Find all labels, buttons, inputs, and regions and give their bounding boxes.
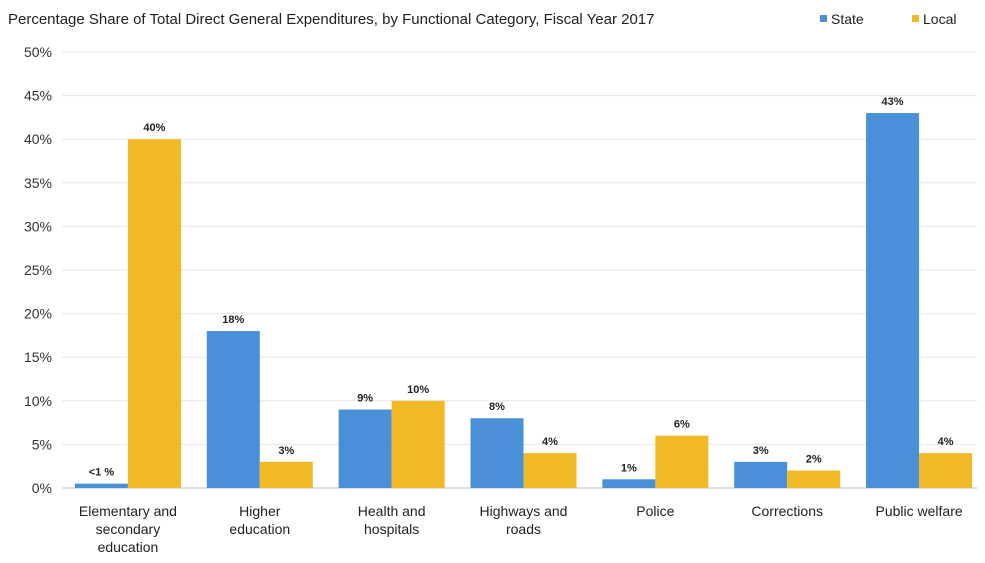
- data-label: 8%: [489, 401, 505, 413]
- legend-label-local: Local: [923, 11, 956, 27]
- y-tick-label: 25%: [24, 262, 52, 278]
- x-tick-label: hospitals: [364, 521, 419, 537]
- data-label: 6%: [674, 419, 690, 431]
- bar-local: [259, 461, 313, 488]
- x-tick-label: roads: [506, 521, 541, 537]
- bar-local: [127, 139, 181, 488]
- bar-local: [655, 435, 709, 488]
- bar-local: [391, 400, 445, 488]
- y-tick-label: 45%: [24, 88, 52, 104]
- x-tick-label: Elementary and: [79, 503, 177, 519]
- x-tick-label: Highways and: [480, 503, 568, 519]
- x-tick-label: Public welfare: [875, 503, 962, 519]
- x-tick-label: education: [98, 539, 159, 555]
- y-tick-label: 30%: [24, 218, 52, 234]
- x-tick-label: Corrections: [751, 503, 823, 519]
- data-label: 40%: [143, 122, 165, 134]
- data-label: 10%: [407, 384, 429, 396]
- x-tick-label: education: [229, 521, 290, 537]
- x-tick-label: secondary: [96, 521, 161, 537]
- y-tick-label: 50%: [24, 44, 52, 60]
- bar-state: [866, 113, 920, 488]
- y-tick-label: 20%: [24, 306, 52, 322]
- y-tick-label: 10%: [24, 393, 52, 409]
- data-label: 4%: [542, 436, 558, 448]
- chart-title: Percentage Share of Total Direct General…: [8, 11, 654, 28]
- data-label: 3%: [278, 445, 294, 457]
- bar-local: [523, 453, 577, 488]
- data-label: 18%: [222, 314, 244, 326]
- data-label: 3%: [753, 445, 769, 457]
- data-label: <1 %: [89, 467, 115, 479]
- data-label: 9%: [357, 393, 373, 405]
- bar-state: [206, 331, 260, 488]
- legend-swatch-local: [912, 15, 919, 22]
- bar-state: [734, 461, 788, 488]
- data-label: 1%: [621, 462, 637, 474]
- legend-swatch-state: [820, 15, 827, 22]
- bar-state: [338, 409, 392, 488]
- bar-state: [74, 483, 128, 488]
- legend-label-state: State: [831, 11, 864, 27]
- y-tick-label: 5%: [32, 436, 52, 452]
- bar-local: [919, 453, 973, 488]
- data-label: 43%: [882, 96, 904, 108]
- bar-state: [470, 418, 524, 488]
- x-tick-label: Police: [636, 503, 674, 519]
- x-tick-label: Higher: [239, 503, 281, 519]
- y-tick-label: 0%: [32, 480, 52, 496]
- y-tick-label: 15%: [24, 349, 52, 365]
- y-tick-label: 40%: [24, 131, 52, 147]
- x-tick-label: Health and: [358, 503, 426, 519]
- y-tick-label: 35%: [24, 175, 52, 191]
- bar-state: [602, 479, 656, 488]
- data-label: 2%: [806, 454, 822, 466]
- data-label: 4%: [938, 436, 954, 448]
- bar-local: [787, 470, 841, 488]
